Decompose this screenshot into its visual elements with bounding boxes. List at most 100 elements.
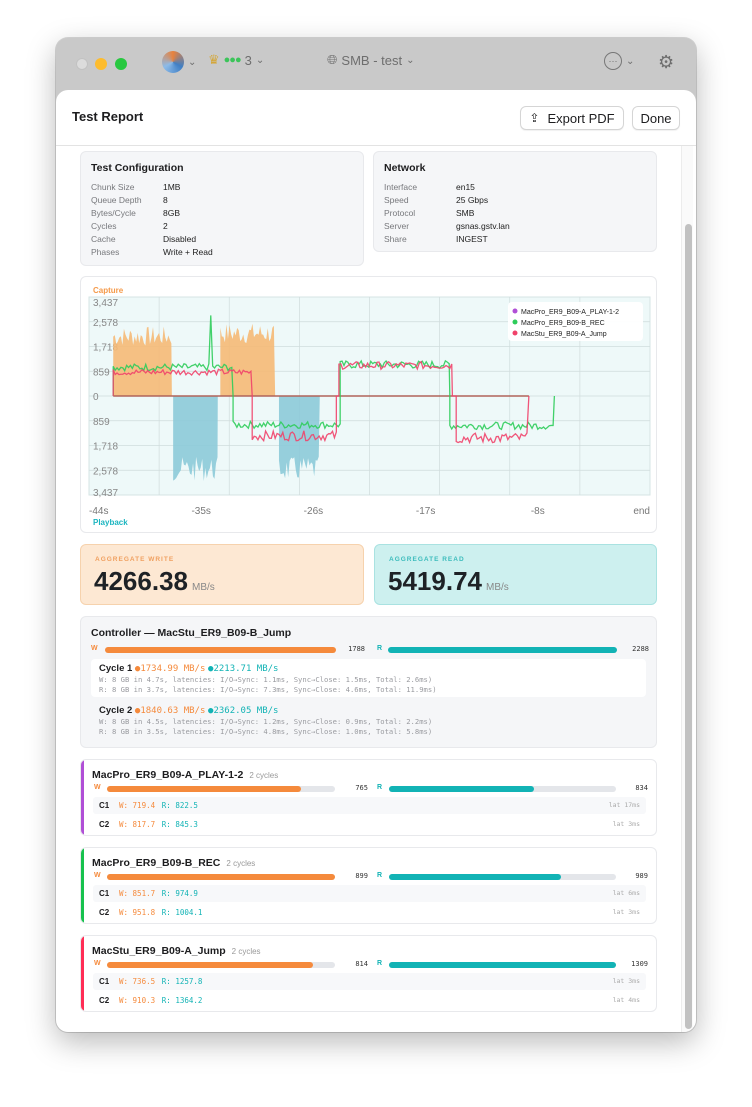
- cycle-latency: lat 4ms: [612, 996, 640, 1004]
- card-title: Network: [384, 162, 426, 174]
- row-label: Phases: [91, 247, 120, 257]
- cycle-read: R: 822.5: [161, 801, 198, 810]
- row-value: 8: [163, 195, 168, 205]
- capture-label: Capture: [93, 286, 124, 295]
- legend-marker: [512, 330, 518, 336]
- cycle-count: 2 cycles: [231, 947, 261, 956]
- write-label: W: [94, 784, 101, 791]
- controller-bars: W 1788 R 2288: [91, 645, 649, 655]
- x-tick-label: -26s: [304, 506, 323, 517]
- gauge-icon: [162, 51, 184, 73]
- cycle-write-detail: W: 8 GB in 4.5s, latencies: I/O→Sync: 1.…: [99, 717, 433, 726]
- cycle-write: ●1734.99 MB/s: [134, 664, 206, 674]
- y-tick-label: 2,578: [93, 318, 118, 329]
- client-cycle-row: C1 W: 719.4 R: 822.5 lat 17ms: [93, 797, 646, 814]
- config-row: Cycles 2: [91, 220, 213, 233]
- minimize-window-button[interactable]: [95, 58, 107, 70]
- aggregate-write-label: AGGREGATE WRITE: [95, 556, 175, 563]
- server-menu-label: SMB - test: [341, 52, 403, 68]
- export-pdf-button[interactable]: ⇪ Export PDF: [520, 106, 624, 130]
- config-row: Share INGEST: [384, 233, 510, 246]
- controller-title: Controller — MacStu_ER9_B09-B_Jump: [91, 627, 292, 639]
- aggregate-read-card: AGGREGATE READ 5419.74 MB/s: [374, 544, 657, 605]
- aggregate-read-label: AGGREGATE READ: [389, 556, 465, 563]
- read-bar: [389, 874, 616, 880]
- y-tick-label: 1,718: [93, 442, 118, 453]
- read-bar: [389, 786, 616, 792]
- row-value: gsnas.gstv.lan: [456, 221, 510, 231]
- client-bars: W 899 R 989: [94, 872, 648, 882]
- config-row: Queue Depth 8: [91, 194, 213, 207]
- write-value: 1788: [348, 645, 365, 653]
- cycle-latency: lat 6ms: [612, 889, 640, 897]
- read-label: R: [377, 872, 383, 879]
- client-color-stripe: [81, 936, 84, 1011]
- network-card: Network Interface en15 Speed 25 Gbps Protoco…: [373, 151, 657, 252]
- row-label: Speed: [384, 195, 409, 205]
- cycle-read: ●2213.71 MB/s: [208, 664, 279, 674]
- test-configuration-card: Test Configuration Chunk Size 1MB Queue De…: [80, 151, 364, 266]
- controller-card: Controller — MacStu_ER9_B09-B_Jump W 178…: [80, 616, 657, 748]
- cycle-label: Cycle 1: [99, 663, 133, 674]
- cycle-header: Cycle 1 ●1734.99 MB/s ●2213.71 MB/s: [99, 663, 278, 674]
- read-label: R: [377, 960, 383, 967]
- client-cycle-row: C2 W: 817.7 R: 845.3 lat 3ms: [93, 816, 646, 833]
- cycle-write: W: 817.7: [119, 820, 156, 829]
- legend-entry: MacStu_ER9_B09-A_Jump: [521, 331, 607, 338]
- client-cycle-row: C2 W: 951.8 R: 1004.1 lat 3ms: [93, 904, 646, 921]
- cycle-read: R: 1364.2: [161, 996, 203, 1005]
- client-name: MacPro_ER9_B09-B_REC 2 cycles: [92, 857, 256, 869]
- cycle-read-detail: R: 8 GB in 3.7s, latencies: I/O→Sync: 7.…: [99, 685, 437, 694]
- y-tick-label: 3,437: [93, 298, 118, 309]
- more-menu[interactable]: ··· ⌄: [604, 52, 634, 70]
- cycle-read: R: 1257.8: [161, 977, 203, 986]
- cycle-latency: lat 17ms: [608, 801, 640, 809]
- gear-icon: ⚙︎: [658, 52, 675, 72]
- config-row: Speed 25 Gbps: [384, 194, 510, 207]
- server-menu[interactable]: 🌐︎ SMB - test ⌄: [327, 52, 414, 68]
- cycle-write: W: 910.3: [119, 996, 156, 1005]
- cycle-read-detail: R: 8 GB in 3.5s, latencies: I/O→Sync: 4.…: [99, 727, 433, 736]
- share-icon: ⇪: [529, 111, 540, 125]
- done-button[interactable]: Done: [632, 106, 680, 130]
- client-cycle-row: C2 W: 910.3 R: 1364.2 lat 4ms: [93, 992, 646, 1009]
- client-card: MacPro_ER9_B09-B_REC 2 cycles W 899 R 989…: [80, 847, 657, 924]
- cycle-count: 2 cycles: [249, 771, 279, 780]
- aggregate-write-value: 4266.38 MB/s: [94, 566, 215, 596]
- scrollbar-thumb[interactable]: [685, 224, 692, 1029]
- row-label: Protocol: [384, 208, 416, 218]
- read-bar: [389, 962, 616, 968]
- export-pdf-label: Export PDF: [547, 110, 615, 126]
- cycle-id: C2: [99, 820, 110, 829]
- scrollbar[interactable]: [681, 146, 693, 1032]
- close-window-button[interactable]: [76, 58, 88, 70]
- zoom-window-button[interactable]: [115, 58, 127, 70]
- cycle-write: W: 736.5: [119, 977, 156, 986]
- client-bars: W 765 R 834: [94, 784, 648, 794]
- chevron-down-icon: ⌄: [406, 54, 415, 66]
- row-label: Interface: [384, 182, 418, 192]
- config-row: Server gsnas.gstv.lan: [384, 220, 510, 233]
- controller-cycle: Cycle 2 ●1840.63 MB/s ●2362.05 MB/s W: 8…: [91, 701, 646, 739]
- cycle-latency: lat 3ms: [612, 820, 640, 828]
- x-tick-label: -17s: [416, 506, 435, 517]
- row-value: Write + Read: [163, 247, 213, 257]
- ellipsis-circle-icon: ···: [604, 52, 622, 70]
- client-bars: W 814 R 1309: [94, 960, 648, 970]
- y-tick-label: 859: [93, 417, 110, 428]
- done-label: Done: [640, 110, 672, 126]
- legend-marker: [512, 308, 518, 314]
- playback-label: Playback: [93, 518, 128, 527]
- client-color-stripe: [81, 760, 84, 835]
- cycle-latency: lat 3ms: [612, 908, 640, 916]
- x-tick-label: -44s: [89, 506, 108, 517]
- settings-button[interactable]: ⚙︎: [658, 52, 674, 73]
- cycle-read: R: 845.3: [161, 820, 198, 829]
- crown-icon: ♛: [208, 52, 220, 67]
- connections-menu[interactable]: ♛ ●●● 3 ⌄: [208, 52, 264, 68]
- cycle-write: W: 851.7: [119, 889, 156, 898]
- config-row: Protocol SMB: [384, 207, 510, 220]
- cycle-count: 2 cycles: [226, 859, 256, 868]
- app-menu[interactable]: ⌄: [162, 51, 196, 73]
- aggregate-write-card: AGGREGATE WRITE 4266.38 MB/s: [80, 544, 364, 605]
